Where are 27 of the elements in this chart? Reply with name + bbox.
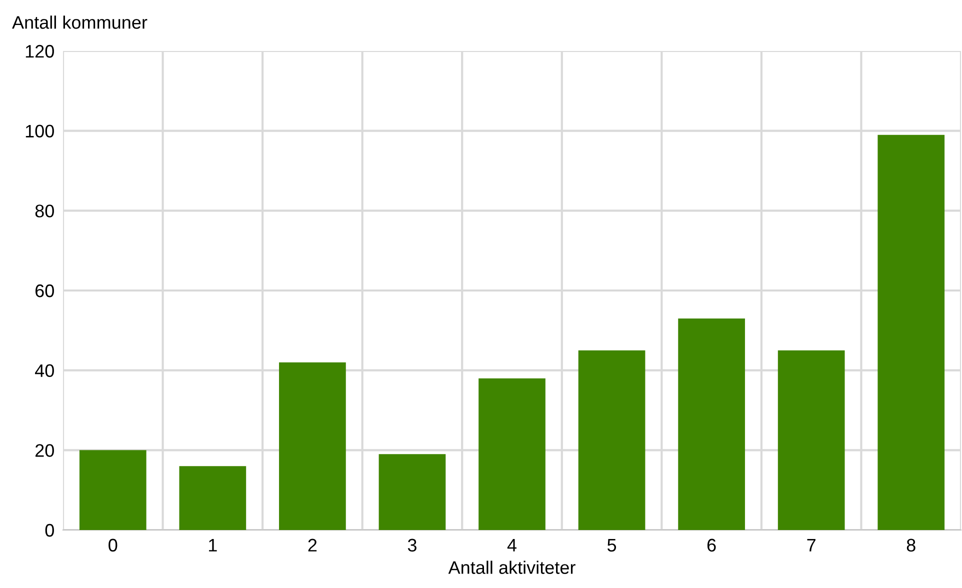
bar	[279, 362, 346, 530]
bar	[878, 134, 945, 530]
bar	[678, 318, 745, 530]
y-tick-label: 0	[45, 524, 54, 537]
bar	[79, 450, 146, 530]
y-tick-label: 20	[35, 444, 54, 457]
y-tick-label: 100	[26, 124, 54, 138]
y-tick-label: 40	[35, 364, 54, 378]
bar	[478, 378, 546, 530]
x-tick-label: 5	[607, 538, 616, 552]
x-tick-label: 4	[507, 538, 516, 552]
bar	[778, 350, 845, 530]
y-tick-label: 80	[35, 204, 54, 218]
x-tick-label: 1	[209, 538, 217, 552]
x-tick-label: 6	[707, 538, 716, 552]
x-tick-label: 0	[108, 538, 118, 552]
x-axis-title: Antall aktiviteter	[448, 560, 576, 574]
bar	[378, 454, 446, 530]
x-tick-label: 3	[408, 538, 416, 552]
bar	[179, 466, 246, 530]
bar	[578, 350, 646, 530]
y-axis-title: Antall kommuner	[12, 16, 148, 29]
x-tick-label: 8	[906, 538, 916, 552]
y-tick-label: 120	[26, 44, 54, 58]
x-tick-label: 2	[308, 538, 317, 552]
y-tick-label: 60	[36, 284, 54, 298]
x-tick-label: 7	[807, 538, 816, 552]
